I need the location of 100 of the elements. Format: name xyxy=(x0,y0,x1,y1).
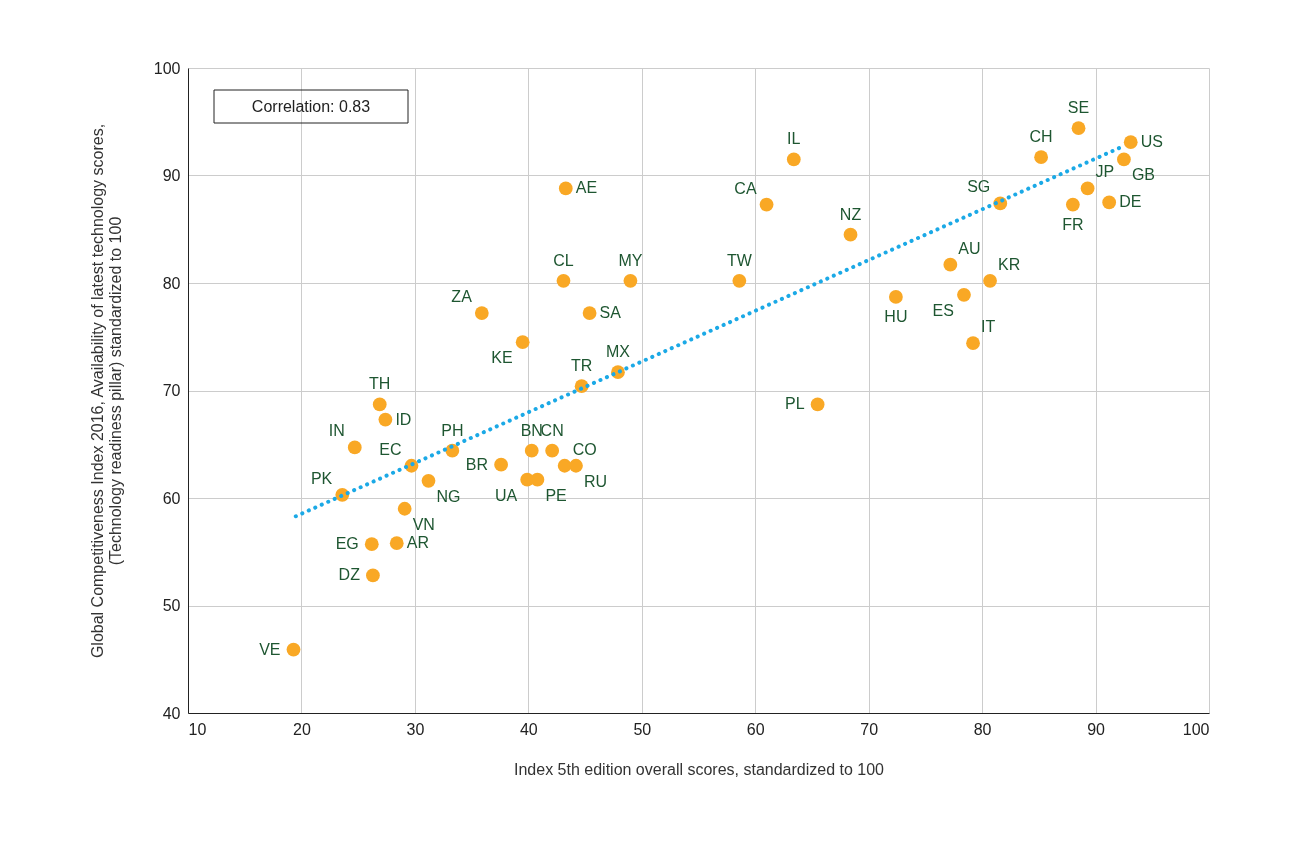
point xyxy=(347,440,362,455)
x-tick-label: 80 xyxy=(973,720,992,738)
point xyxy=(1102,195,1117,210)
x-tick-label: 100 xyxy=(1182,720,1210,738)
x-tick-label: 90 xyxy=(1087,720,1106,738)
series-label: VE xyxy=(259,640,281,658)
annotation: Correlation: 0.83 xyxy=(251,98,371,115)
point xyxy=(1123,135,1138,150)
series-label: TW xyxy=(726,251,753,269)
series-label: BN xyxy=(520,421,543,439)
series-label: FR xyxy=(1062,215,1084,233)
point xyxy=(582,306,597,320)
point xyxy=(843,227,858,242)
series-label: NZ xyxy=(839,205,862,223)
point xyxy=(558,181,573,196)
point xyxy=(515,335,530,349)
y-tick-label: 90 xyxy=(162,167,181,184)
x-axis-title: Index 5th edition overall scores, standardized to 100 xyxy=(513,760,885,778)
series-label: ID xyxy=(395,410,412,428)
x-tick-label: 60 xyxy=(746,720,765,738)
point xyxy=(1065,197,1080,212)
series-label: IN xyxy=(328,422,345,440)
point xyxy=(372,397,387,412)
series-label: TH xyxy=(369,375,391,393)
x-tick-label: 40 xyxy=(519,720,538,738)
series-label: PK xyxy=(310,469,333,487)
series-label: AE xyxy=(575,179,598,197)
y-tick-label: 80 xyxy=(162,274,181,292)
x-tick-label: 10 xyxy=(188,720,207,738)
series-label: US xyxy=(1140,133,1163,151)
point xyxy=(966,336,980,351)
series-label: IL xyxy=(787,130,801,148)
point xyxy=(1080,181,1095,196)
point xyxy=(786,152,801,167)
point xyxy=(366,568,380,583)
series-label: CN xyxy=(540,421,564,439)
series-label: CH xyxy=(1029,128,1053,146)
point xyxy=(364,537,379,552)
y-tick-label: 40 xyxy=(162,704,181,722)
x-tick-label: 70 xyxy=(860,720,879,738)
series-label: MX xyxy=(605,343,631,361)
point xyxy=(810,397,825,412)
x-tick-label: 30 xyxy=(406,720,425,738)
point xyxy=(1034,150,1048,165)
point xyxy=(494,457,508,472)
series-label: CA xyxy=(734,179,757,197)
point xyxy=(556,273,571,288)
y-tick-label: 100 xyxy=(153,59,181,77)
point xyxy=(623,273,638,288)
series-label: CO xyxy=(572,440,597,458)
point xyxy=(474,306,489,320)
series-label: KR xyxy=(998,255,1021,273)
series-label: VN xyxy=(412,515,435,533)
series-label: PL xyxy=(785,395,805,413)
series-label: PE xyxy=(545,486,567,504)
series-label: ZA xyxy=(451,288,473,306)
series-label: MY xyxy=(618,251,643,269)
point xyxy=(759,197,774,212)
point xyxy=(378,412,393,427)
point xyxy=(421,473,436,488)
series-label: SA xyxy=(599,304,622,322)
y-tick-label: 60 xyxy=(162,489,181,507)
series-label: RU xyxy=(583,472,608,490)
point xyxy=(983,273,997,288)
x-tick-label: 50 xyxy=(633,720,652,738)
point xyxy=(524,443,539,458)
point xyxy=(397,501,412,516)
point xyxy=(957,287,971,302)
point xyxy=(389,536,404,551)
series-label: DZ xyxy=(338,566,361,584)
y-tick-label: 50 xyxy=(162,597,181,614)
point xyxy=(569,458,583,473)
series-label: EG xyxy=(335,535,359,553)
series-label: GB xyxy=(1131,166,1156,184)
point xyxy=(943,257,958,272)
series-label: KE xyxy=(491,349,513,367)
series-label: DE xyxy=(1119,193,1142,211)
series-label: BR xyxy=(465,455,489,473)
series-label: IT xyxy=(981,318,996,336)
series-label: EC xyxy=(379,440,402,458)
series-label: UA xyxy=(494,486,518,504)
series-label: AU xyxy=(958,239,981,257)
point xyxy=(732,273,747,288)
x-tick-label: 20 xyxy=(293,720,311,738)
series-label: ES xyxy=(932,301,954,319)
series-label: AR xyxy=(406,534,429,552)
point xyxy=(1117,152,1131,167)
point xyxy=(1071,121,1086,136)
series-label: PH xyxy=(441,421,464,439)
series-label: SG xyxy=(967,178,991,196)
series-label: HU xyxy=(884,307,908,325)
point xyxy=(889,290,903,304)
series-label: SE xyxy=(1067,99,1090,117)
point xyxy=(545,443,560,458)
point xyxy=(530,472,545,487)
series-label: JP xyxy=(1095,163,1115,181)
series-label: TR xyxy=(570,357,593,375)
point xyxy=(286,642,301,657)
series-label: CL xyxy=(553,251,574,269)
series-label: NG xyxy=(436,487,461,505)
